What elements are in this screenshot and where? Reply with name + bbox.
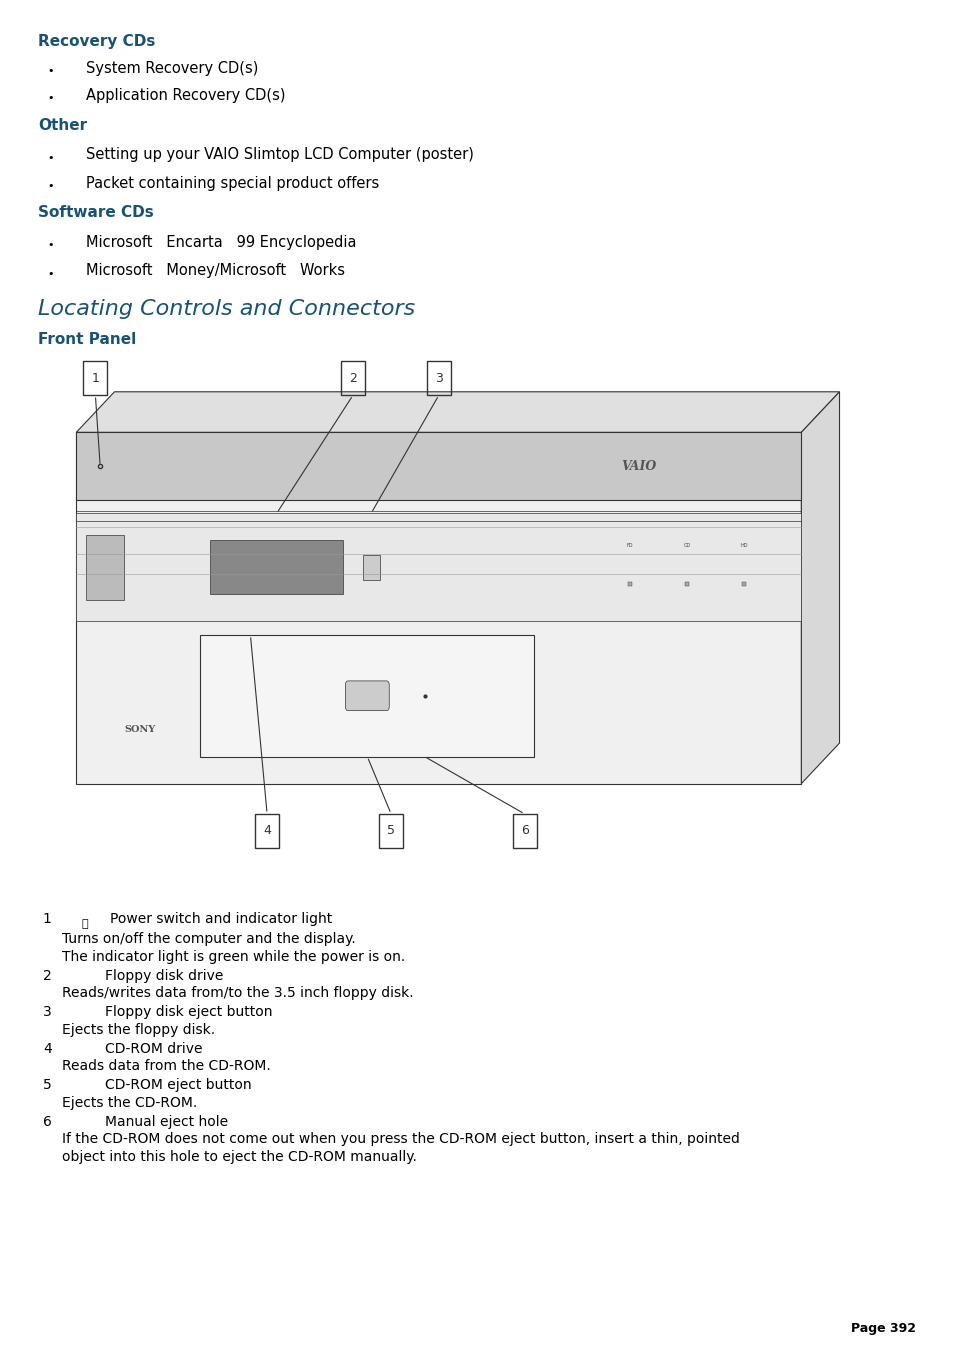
Text: Locating Controls and Connectors: Locating Controls and Connectors (38, 299, 415, 319)
Text: 3: 3 (43, 1005, 51, 1019)
Text: Page 392: Page 392 (850, 1321, 915, 1335)
Text: ⏻: ⏻ (81, 919, 88, 928)
Text: •: • (48, 93, 54, 103)
Text: object into this hole to eject the CD-ROM manually.: object into this hole to eject the CD-RO… (62, 1150, 416, 1163)
Text: CD-ROM eject button: CD-ROM eject button (105, 1078, 252, 1092)
Polygon shape (76, 432, 801, 784)
Text: Ejects the floppy disk.: Ejects the floppy disk. (62, 1023, 215, 1036)
Text: Other: Other (38, 118, 87, 132)
Polygon shape (76, 392, 839, 432)
Text: Packet containing special product offers: Packet containing special product offers (86, 176, 378, 190)
Text: Turns on/off the computer and the display.: Turns on/off the computer and the displa… (62, 932, 355, 946)
Polygon shape (210, 540, 343, 594)
Text: Ejects the CD-ROM.: Ejects the CD-ROM. (62, 1096, 197, 1109)
Text: •: • (48, 240, 54, 250)
Text: System Recovery CD(s): System Recovery CD(s) (86, 61, 258, 76)
Polygon shape (200, 635, 534, 757)
Text: 6: 6 (43, 1115, 51, 1128)
Polygon shape (801, 392, 839, 784)
Text: 1: 1 (91, 372, 99, 385)
Text: 5: 5 (43, 1078, 51, 1092)
Text: 5: 5 (387, 824, 395, 838)
Text: The indicator light is green while the power is on.: The indicator light is green while the p… (62, 950, 405, 963)
Text: 4: 4 (43, 1042, 51, 1055)
Text: SONY: SONY (124, 725, 155, 734)
Text: 6: 6 (520, 824, 528, 838)
Text: 2: 2 (349, 372, 356, 385)
Text: If the CD-ROM does not come out when you press the CD-ROM eject button, insert a: If the CD-ROM does not come out when you… (62, 1132, 740, 1146)
Text: Microsoft   Encarta   99 Encyclopedia: Microsoft Encarta 99 Encyclopedia (86, 235, 356, 250)
Polygon shape (362, 555, 379, 580)
Text: Microsoft   Money/Microsoft   Works: Microsoft Money/Microsoft Works (86, 263, 344, 278)
Text: 1: 1 (43, 912, 51, 925)
Text: CD-ROM drive: CD-ROM drive (105, 1042, 202, 1055)
Text: HD: HD (740, 543, 747, 549)
Polygon shape (86, 535, 124, 600)
Text: FD: FD (626, 543, 632, 549)
Text: Setting up your VAIO Slimtop LCD Computer (poster): Setting up your VAIO Slimtop LCD Compute… (86, 147, 474, 162)
Text: Manual eject hole: Manual eject hole (105, 1115, 228, 1128)
Text: •: • (48, 181, 54, 190)
Text: 2: 2 (43, 969, 51, 982)
Text: VAIO: VAIO (621, 459, 656, 473)
Text: 4: 4 (263, 824, 271, 838)
Text: Reads/writes data from/to the 3.5 inch floppy disk.: Reads/writes data from/to the 3.5 inch f… (62, 986, 414, 1000)
Text: Power switch and indicator light: Power switch and indicator light (110, 912, 332, 925)
Text: Recovery CDs: Recovery CDs (38, 34, 155, 49)
Text: Application Recovery CD(s): Application Recovery CD(s) (86, 88, 285, 103)
FancyBboxPatch shape (345, 681, 389, 711)
Text: Software CDs: Software CDs (38, 205, 153, 220)
Text: 3: 3 (435, 372, 442, 385)
Text: CD: CD (682, 543, 690, 549)
Text: •: • (48, 153, 54, 162)
Text: Floppy disk drive: Floppy disk drive (105, 969, 223, 982)
Polygon shape (76, 513, 801, 621)
Polygon shape (76, 432, 801, 500)
Text: Reads data from the CD-ROM.: Reads data from the CD-ROM. (62, 1059, 271, 1073)
Text: •: • (48, 269, 54, 278)
Text: Floppy disk eject button: Floppy disk eject button (105, 1005, 273, 1019)
Text: •: • (48, 66, 54, 76)
Text: Front Panel: Front Panel (38, 332, 136, 347)
